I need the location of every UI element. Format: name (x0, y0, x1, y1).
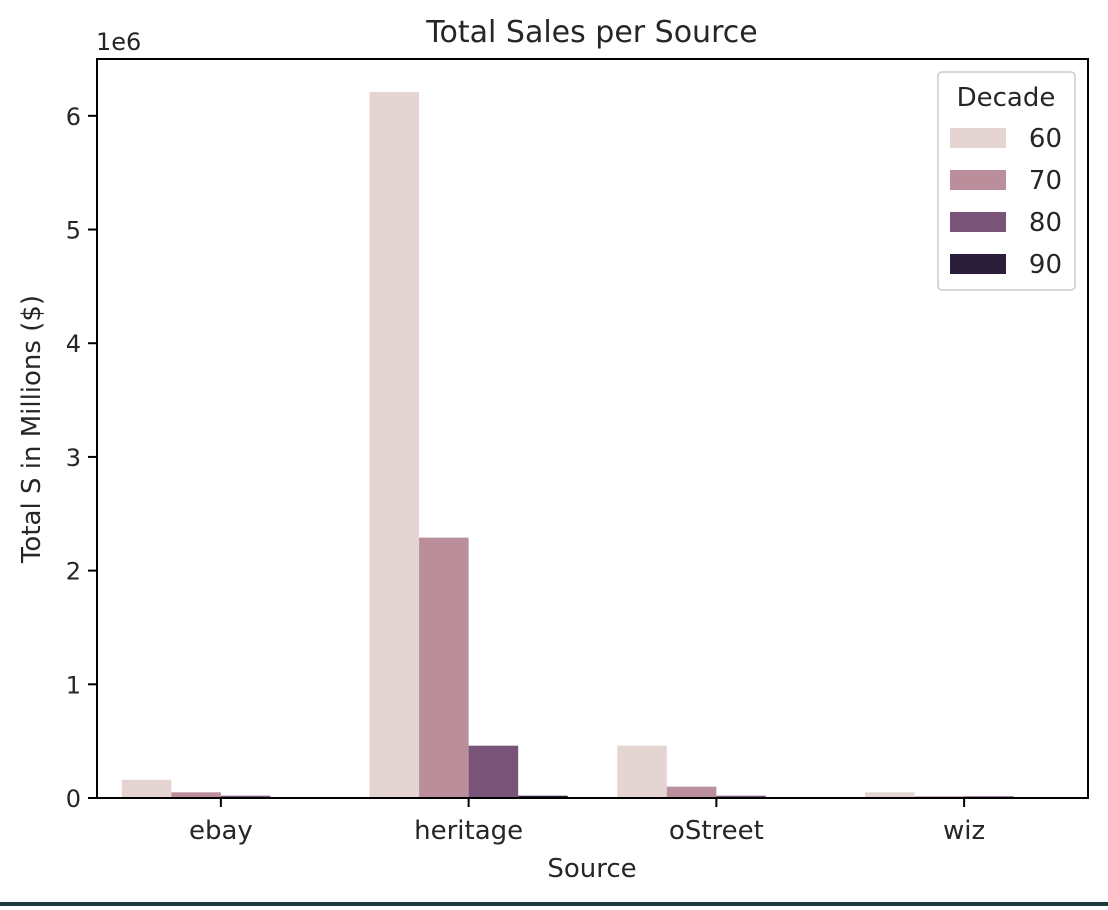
plot-frame (96, 58, 1089, 799)
bar-heritage-80 (468, 745, 519, 798)
x-tick-label-wiz: wiz (943, 816, 985, 846)
legend-swatch-80 (950, 212, 1006, 232)
bar-heritage-70 (419, 537, 469, 798)
legend-swatch-60 (950, 128, 1006, 148)
bar-heritage-60 (369, 91, 420, 799)
x-axis-ticks: ebay heritage oStreet wiz (189, 798, 985, 846)
x-tick-label-heritage: heritage (414, 816, 523, 846)
x-tick-label-ebay: ebay (189, 816, 253, 846)
bar-ebay-70 (171, 792, 221, 798)
legend-label-90: 90 (1029, 250, 1062, 280)
y-tick-label: 5 (66, 217, 81, 245)
bottom-rule (0, 902, 1108, 906)
bars-layer (121, 91, 1014, 799)
y-axis-ticks: 0 1 2 3 4 5 6 (66, 103, 97, 813)
legend-title: Decade (957, 83, 1056, 113)
legend-label-70: 70 (1029, 166, 1062, 196)
legend-box (937, 71, 1076, 291)
legend-label-60: 60 (1029, 124, 1062, 154)
legend-swatch-70 (950, 170, 1006, 190)
legend-label-80: 80 (1029, 208, 1062, 238)
bar-oStreet-80 (716, 795, 766, 798)
bar-heritage-90 (518, 795, 568, 798)
y-tick-label: 0 (66, 785, 81, 813)
y-tick-label: 1 (66, 671, 81, 699)
y-tick-label: 4 (66, 330, 81, 358)
x-tick-label-oStreet: oStreet (669, 816, 764, 846)
bar-wiz-60 (865, 792, 915, 798)
x-axis-label: Source (547, 854, 636, 884)
y-tick-label: 3 (66, 444, 81, 472)
y-tick-label: 6 (66, 103, 81, 131)
chart-title: Total Sales per Source (425, 15, 757, 50)
bar-oStreet-70 (666, 786, 717, 798)
legend-swatch-90 (950, 254, 1006, 274)
y-offset-label: 1e6 (96, 28, 141, 56)
y-tick-label: 2 (66, 558, 81, 586)
legend-entries: 60 70 80 90 (950, 124, 1062, 280)
bar-ebay-80 (220, 795, 271, 798)
y-axis-label: Total S in Millions ($) (17, 295, 47, 564)
bar-oStreet-60 (617, 745, 667, 798)
legend: Decade 60 70 80 90 (937, 71, 1076, 291)
bar-ebay-60 (121, 779, 172, 798)
